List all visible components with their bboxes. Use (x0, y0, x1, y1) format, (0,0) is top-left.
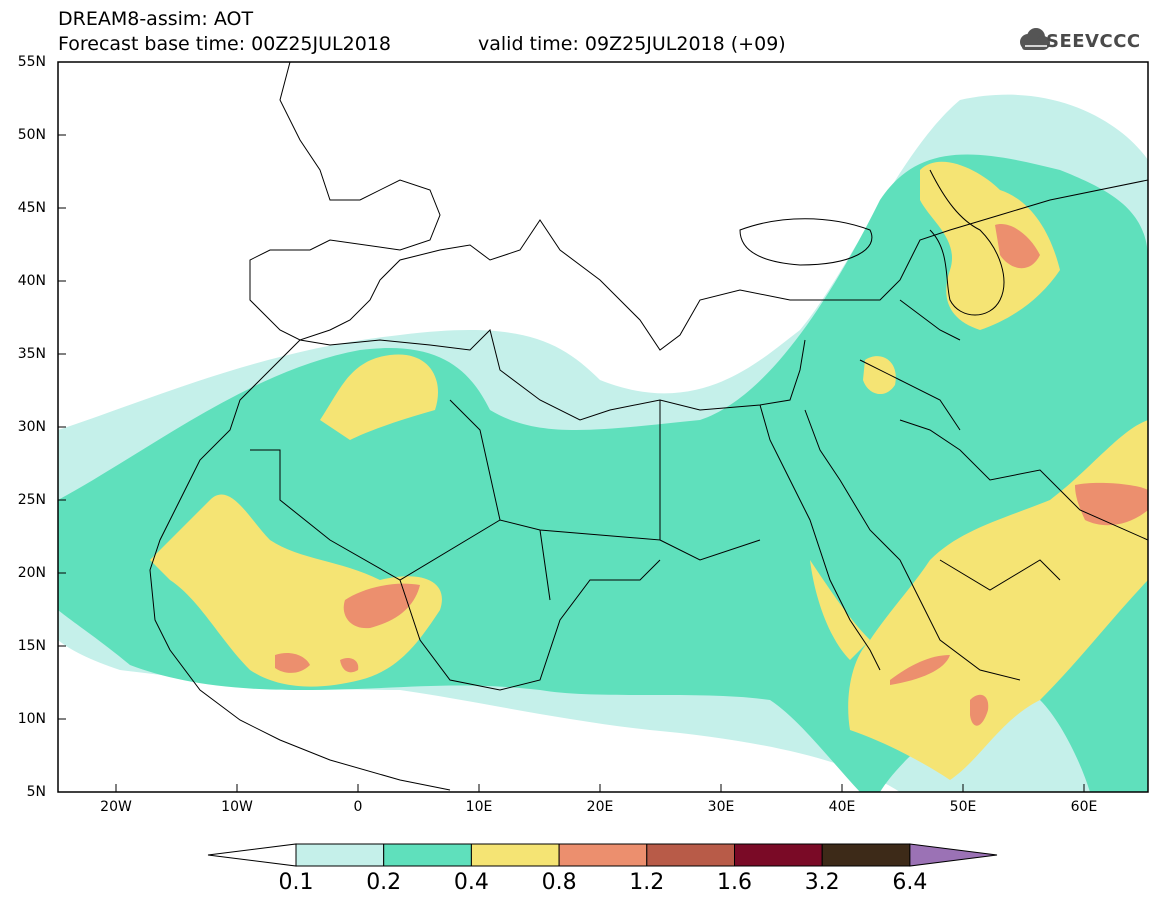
logo-text: SEEVCCC (1046, 31, 1141, 52)
colorbar-upper-arrow (909, 843, 998, 867)
colorbar-swatch (646, 843, 735, 867)
axis-ticks (58, 61, 1085, 792)
colorbar-swatch (821, 843, 911, 867)
colorbar-label: 0.2 (366, 870, 402, 895)
colorbar-lower-arrow (207, 843, 297, 867)
lat-label: 55N (17, 54, 46, 70)
lon-label: 40E (828, 799, 856, 815)
lat-label: 45N (17, 200, 46, 216)
colorbar-swatch (558, 843, 648, 867)
colorbar-label: 1.2 (629, 870, 665, 895)
lon-label: 50E (949, 799, 977, 815)
map-title: DREAM8-assim: AOT (58, 8, 254, 30)
colorbar-label: 0.1 (278, 870, 314, 895)
colorbar-label: 3.2 (804, 870, 840, 895)
cloud-logo-icon (1020, 28, 1050, 50)
lat-label: 40N (17, 273, 46, 289)
forecast-base-time: Forecast base time: 00Z25JUL2018 (58, 33, 391, 55)
lat-label: 35N (17, 346, 46, 362)
lon-label: 30E (707, 799, 735, 815)
lat-label: 10N (17, 711, 46, 727)
lat-label: 5N (26, 784, 46, 800)
lat-label: 15N (17, 638, 46, 654)
colorbar-label: 0.4 (453, 870, 489, 895)
lon-label: 60E (1070, 799, 1098, 815)
colorbar-swatch (734, 843, 823, 867)
colorbar-swatch (383, 843, 472, 867)
lat-label: 20N (17, 565, 46, 581)
lon-label: 20W (100, 799, 132, 815)
colorbar-swatch (295, 843, 385, 867)
colorbar-label: 6.4 (892, 870, 928, 895)
colorbar-label: 0.8 (541, 870, 577, 895)
aot-contour-0.8 (275, 224, 1148, 726)
lat-label: 30N (17, 419, 46, 435)
lon-label: 0 (353, 799, 363, 815)
lat-label: 50N (17, 127, 46, 143)
lon-label: 20E (586, 799, 614, 815)
aot-contour-0.4 (150, 161, 1148, 780)
colorbar-label: 1.6 (717, 870, 752, 895)
coastlines-borders (149, 62, 1148, 791)
valid-time: valid time: 09Z25JUL2018 (+09) (478, 33, 786, 55)
lat-label: 25N (17, 492, 46, 508)
lon-label: 10W (221, 799, 253, 815)
lon-label: 10E (465, 799, 493, 815)
colorbar-swatch (470, 843, 560, 867)
